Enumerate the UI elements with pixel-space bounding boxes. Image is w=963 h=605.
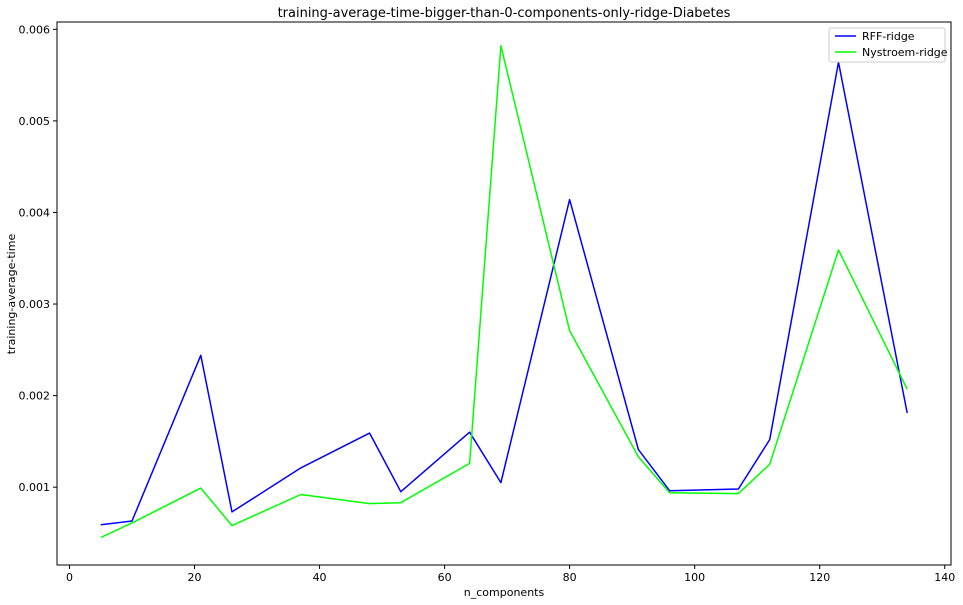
y-tick-label: 0.006 xyxy=(19,23,51,36)
x-tick-label: 120 xyxy=(809,571,830,584)
x-tick-label: 20 xyxy=(188,571,202,584)
legend: RFF-ridge Nystroem-ridge xyxy=(828,27,948,63)
y-axis-label: training-average-time xyxy=(5,234,18,355)
y-axis-ticks: 0.001 0.002 0.003 0.004 0.005 0.006 xyxy=(19,23,57,494)
series-line-nystroem-ridge xyxy=(100,45,908,539)
series-layer xyxy=(100,45,908,539)
y-tick-label: 0.003 xyxy=(19,298,51,311)
x-tick-label: 60 xyxy=(438,571,452,584)
legend-label-nystroem-ridge: Nystroem-ridge xyxy=(862,46,948,59)
legend-box xyxy=(828,27,946,63)
x-tick-label: 140 xyxy=(934,571,955,584)
legend-label-rff-ridge: RFF-ridge xyxy=(862,30,915,43)
y-tick-label: 0.004 xyxy=(19,206,51,219)
y-tick-label: 0.002 xyxy=(19,390,51,403)
chart-title: training-average-time-bigger-than-0-comp… xyxy=(278,6,731,21)
plot-frame xyxy=(56,21,952,566)
x-axis-ticks: 0 20 40 60 80 100 120 140 xyxy=(66,565,955,584)
y-tick-label: 0.005 xyxy=(19,115,51,128)
x-axis-label: n_components xyxy=(464,586,545,599)
x-tick-label: 80 xyxy=(563,571,577,584)
series-line-rff-ridge xyxy=(100,61,908,526)
x-tick-label: 0 xyxy=(66,571,73,584)
x-tick-label: 40 xyxy=(313,571,327,584)
y-tick-label: 0.001 xyxy=(19,481,51,494)
plot-background xyxy=(57,22,951,565)
x-tick-label: 100 xyxy=(684,571,705,584)
